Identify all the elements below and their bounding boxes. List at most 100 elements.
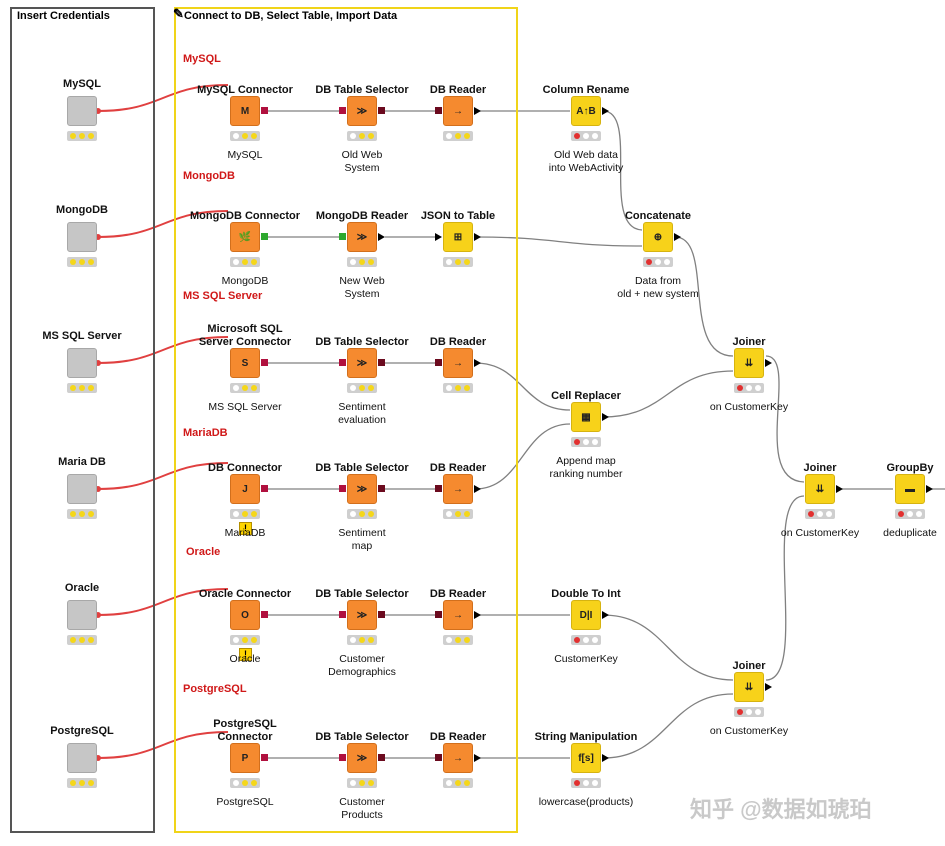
connector-out-port-3[interactable]: [261, 485, 268, 492]
concatenate-out-port[interactable]: [674, 233, 681, 241]
selector-out-port-4[interactable]: [378, 611, 385, 618]
cell-replacer-node[interactable]: ▦: [571, 402, 601, 432]
column-rename-node[interactable]: A↑B: [571, 96, 601, 126]
import-annotation-box[interactable]: [174, 7, 518, 833]
credentials-node-1[interactable]: [67, 222, 97, 252]
credentials-annotation-box[interactable]: [10, 7, 155, 833]
connector-out-port-0[interactable]: [261, 107, 268, 114]
reader-in-port-2[interactable]: [435, 359, 442, 366]
concatenate-node[interactable]: ⊕: [643, 222, 673, 252]
selector-node-0[interactable]: ≫: [347, 96, 377, 126]
credential-wire-0[interactable]: [97, 84, 229, 112]
credential-wire-2[interactable]: [97, 336, 229, 364]
wire-joiner3-joiner2[interactable]: [765, 495, 805, 681]
joiner3-out-port[interactable]: [765, 683, 772, 691]
selector-node-1[interactable]: ≫: [347, 222, 377, 252]
selector-in-port-2[interactable]: [339, 359, 346, 366]
wire-string-joiner3[interactable]: [602, 693, 734, 759]
connector-out-port-2[interactable]: [261, 359, 268, 366]
wire-joiner1-joiner2[interactable]: [765, 355, 805, 483]
reader-in-port-3[interactable]: [435, 485, 442, 492]
reader-out-port-2[interactable]: [474, 359, 481, 367]
connector-out-port-1[interactable]: [261, 233, 268, 240]
selector-node-2-status-dot: [350, 385, 356, 391]
wire-rename-concat[interactable]: [602, 110, 643, 231]
selector-in-port-4[interactable]: [339, 611, 346, 618]
joiner1-out-port[interactable]: [765, 359, 772, 367]
groupby-node[interactable]: ▬: [895, 474, 925, 504]
connector-node-5[interactable]: P: [230, 743, 260, 773]
reader-out-port-5[interactable]: [474, 754, 481, 762]
joiner2-node-status-dot: [826, 511, 832, 517]
double-to-int-out-port[interactable]: [602, 611, 609, 619]
selector-in-port-3[interactable]: [339, 485, 346, 492]
reader-out-port-0[interactable]: [474, 107, 481, 115]
credential-wire-3[interactable]: [97, 462, 229, 490]
credentials-node-2[interactable]: [67, 348, 97, 378]
credentials-node-0-status-dot: [88, 133, 94, 139]
wire-concat-joiner1[interactable]: [674, 236, 734, 357]
selector-node-2-title: DB Table Selector: [315, 336, 409, 348]
credentials-node-5[interactable]: [67, 743, 97, 773]
credential-wire-4[interactable]: [97, 588, 229, 616]
reader-out-port-4[interactable]: [474, 611, 481, 619]
connector-node-1[interactable]: 🌿: [230, 222, 260, 252]
cell-replacer-out-port[interactable]: [602, 413, 609, 421]
reader-node-3[interactable]: →: [443, 474, 473, 504]
connector-node-4[interactable]: O: [230, 600, 260, 630]
selector-out-port-3[interactable]: [378, 485, 385, 492]
wire-json-concat[interactable]: [474, 236, 643, 247]
joiner3-node[interactable]: ⇊: [734, 672, 764, 702]
selector-in-port-0[interactable]: [339, 107, 346, 114]
selector-in-port-1[interactable]: [339, 233, 346, 240]
double-to-int-node[interactable]: D|I: [571, 600, 601, 630]
selector-node-3[interactable]: ≫: [347, 474, 377, 504]
selector-node-5[interactable]: ≫: [347, 743, 377, 773]
selector-node-5-status-dot: [368, 780, 374, 786]
joiner2-out-port[interactable]: [836, 485, 843, 493]
joiner1-node[interactable]: ⇊: [734, 348, 764, 378]
credentials-node-0[interactable]: [67, 96, 97, 126]
joiner2-node[interactable]: ⇊: [805, 474, 835, 504]
reader-node-1[interactable]: ⊞: [443, 222, 473, 252]
wire-reader3-cellreplacer[interactable]: [474, 423, 571, 490]
credentials-node-4-status-dot: [70, 637, 76, 643]
column-rename-out-port[interactable]: [602, 107, 609, 115]
string-manipulation-node[interactable]: f[s]: [571, 743, 601, 773]
credentials-node-3[interactable]: [67, 474, 97, 504]
selector-out-port-0[interactable]: [378, 107, 385, 114]
credentials-node-4[interactable]: [67, 600, 97, 630]
credential-wire-5[interactable]: [97, 731, 229, 759]
reader-node-4[interactable]: →: [443, 600, 473, 630]
wire-reader2-cellreplacer[interactable]: [474, 362, 571, 411]
wire-double-joiner3[interactable]: [602, 614, 734, 681]
selector-out-port-5[interactable]: [378, 754, 385, 761]
groupby-node-status-dot: [898, 511, 904, 517]
wire-cellreplacer-joiner1[interactable]: [602, 370, 734, 418]
connector-out-port-5[interactable]: [261, 754, 268, 761]
reader-node-2[interactable]: →: [443, 348, 473, 378]
connector-node-2[interactable]: S: [230, 348, 260, 378]
reader-node-0[interactable]: →: [443, 96, 473, 126]
credential-wire-1[interactable]: [97, 210, 229, 238]
reader-out-port-1[interactable]: [474, 233, 481, 241]
selector-in-port-5[interactable]: [339, 754, 346, 761]
reader-in-port-0[interactable]: [435, 107, 442, 114]
selector-node-2[interactable]: ≫: [347, 348, 377, 378]
selector-out-port-2[interactable]: [378, 359, 385, 366]
reader-node-5[interactable]: →: [443, 743, 473, 773]
selector-out-port-1[interactable]: [378, 233, 385, 241]
string-manipulation-out-port[interactable]: [602, 754, 609, 762]
reader-node-1-status-dot: [464, 259, 470, 265]
reader-out-port-3[interactable]: [474, 485, 481, 493]
selector-node-2-status-dot: [368, 385, 374, 391]
reader-in-port-5[interactable]: [435, 754, 442, 761]
selector-node-0-status-dot: [359, 133, 365, 139]
connector-node-3[interactable]: J: [230, 474, 260, 504]
reader-in-port-1[interactable]: [435, 233, 442, 241]
selector-node-4[interactable]: ≫: [347, 600, 377, 630]
connector-out-port-4[interactable]: [261, 611, 268, 618]
connector-node-0[interactable]: M: [230, 96, 260, 126]
groupby-out-port[interactable]: [926, 485, 933, 493]
reader-in-port-4[interactable]: [435, 611, 442, 618]
